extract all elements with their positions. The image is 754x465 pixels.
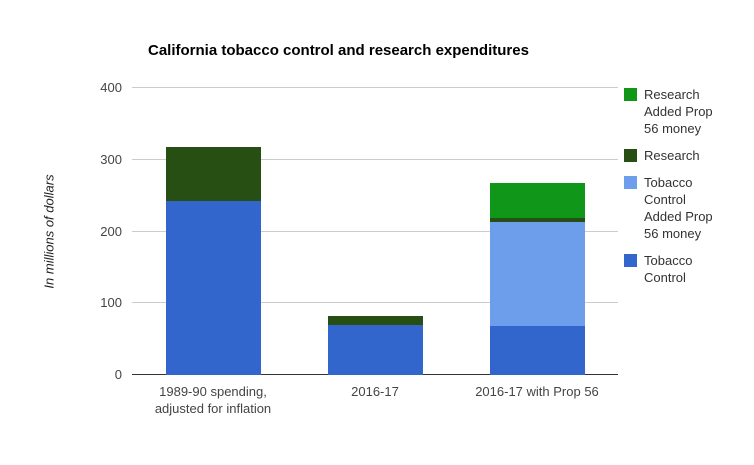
y-axis-title: In millions of dollars <box>38 88 60 375</box>
gridline <box>132 302 618 304</box>
gridline <box>132 87 618 88</box>
chart-title: California tobacco control and research … <box>148 42 529 59</box>
x-axis-category-label: 1989-90 spending, adjusted for inflation <box>154 384 272 416</box>
gridline <box>132 230 618 232</box>
legend-swatch <box>624 149 637 162</box>
y-tick-label: 200 <box>100 223 122 239</box>
bar-group <box>132 88 294 375</box>
bar-segment[interactable] <box>165 201 261 375</box>
legend-item: Tobacco Control <box>624 252 742 286</box>
legend-label: Research Added Prop 56 money <box>644 87 713 136</box>
stacked-bar <box>165 146 261 375</box>
stacked-bar <box>327 316 423 375</box>
stacked-bar <box>489 183 585 375</box>
y-tick-label: 400 <box>100 80 122 95</box>
legend-label: Research <box>644 148 700 163</box>
bar-segment[interactable] <box>327 324 423 375</box>
gridline <box>132 158 618 160</box>
bar-segment[interactable] <box>489 217 585 223</box>
legend-swatch <box>624 176 637 189</box>
x-axis-category-label: 2016-17 with Prop 56 <box>475 384 599 399</box>
bar-segment[interactable] <box>489 222 585 327</box>
y-axis-title-text: In millions of dollars <box>41 174 57 289</box>
y-tick-label: 300 <box>100 151 122 167</box>
bars-layer <box>132 88 618 375</box>
y-axis-tick-labels: 0 100 200 300 400 <box>82 80 122 382</box>
x-axis-category-label: 2016-17 <box>351 384 399 399</box>
bar-segment[interactable] <box>489 326 585 375</box>
legend-label: Tobacco Control Added Prop 56 money <box>644 175 713 241</box>
x-axis-labels: 1989-90 spending, adjusted for inflation… <box>132 383 618 417</box>
legend-swatch <box>624 254 637 267</box>
y-tick-label: 0 <box>114 367 122 382</box>
legend-swatch <box>624 88 637 101</box>
bar-group <box>456 88 618 375</box>
y-tick-label: 100 <box>100 295 122 311</box>
bar-segment[interactable] <box>165 146 261 202</box>
legend: Research Added Prop 56 money Research Toba… <box>624 86 742 286</box>
bar-group <box>294 88 456 375</box>
bar-segment[interactable] <box>327 316 423 325</box>
bar-segment[interactable] <box>489 183 585 218</box>
legend-item: Research <box>624 147 742 164</box>
legend-item: Tobacco Control Added Prop 56 money <box>624 174 742 242</box>
legend-label: Tobacco Control <box>644 253 693 285</box>
plot-area <box>132 87 618 375</box>
legend-item: Research Added Prop 56 money <box>624 86 742 137</box>
